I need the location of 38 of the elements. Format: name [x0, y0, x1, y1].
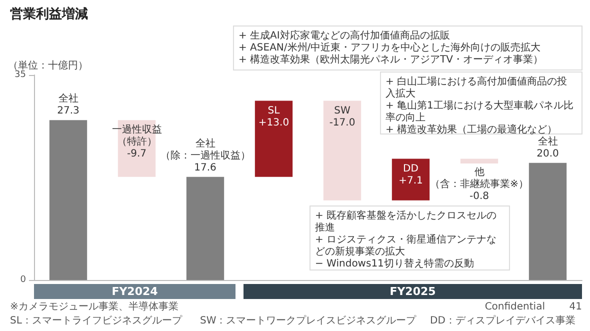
- annotation: + 白山工場における高付加価値商品の投入拡大 + 亀山第1工場における大型車載パネル比率の向上 + 構造改革効果（工場の最適化など）: [386, 76, 574, 136]
- bar: [528, 162, 567, 280]
- data-label: -9.7: [126, 148, 147, 160]
- x-tick-label: 一過性収益（特許）: [112, 124, 162, 148]
- bar: [323, 100, 362, 200]
- data-label: +7.1: [398, 175, 423, 186]
- y-tick-label: 0: [20, 275, 26, 285]
- x-tick-label: 全社（除：一過性収益）: [160, 137, 250, 162]
- text: SL：スマートライフビジネスグループ: [10, 314, 183, 326]
- bar: [254, 100, 293, 177]
- x-tick-label: 他（含：非継続事業※）: [430, 166, 528, 190]
- text: Confidential: [484, 302, 545, 312]
- y-axis-title: （単位：十億円）: [8, 60, 88, 72]
- data-label: 17.6: [194, 162, 216, 174]
- data-label: 27.3: [57, 106, 80, 117]
- bar: [460, 158, 498, 164]
- x-tick-label: DD: [403, 163, 419, 174]
- bar: [186, 176, 224, 280]
- y-tick-label: 35: [14, 70, 26, 80]
- data-label: -0.8: [469, 190, 490, 202]
- bar: [392, 158, 430, 200]
- bar: [49, 120, 88, 280]
- data-label: +13.0: [258, 117, 290, 128]
- text: ※カメラモジュール事業、半導体事業: [10, 300, 178, 312]
- x-tick-label: SW: [334, 105, 350, 116]
- text: FY2024: [112, 285, 158, 298]
- text: SW：スマートワークプレイスビジネスグループ: [200, 314, 418, 326]
- x-tick-label: SL: [268, 105, 280, 116]
- text: DD：ディスプレイデバイス事業: [430, 314, 576, 326]
- annotation: + 既存顧客基盤を活かしたクロスセルの推進 + ロジスティクス・衛星通信アンテナなどの新規事業の拡大 − Windows11切り替え特需の反動: [315, 210, 497, 270]
- text: 41: [569, 302, 582, 312]
- data-label: 20.0: [536, 148, 559, 160]
- text: FY2025: [390, 285, 436, 298]
- chart-title: 営業利益増減: [10, 6, 88, 22]
- text: + 生成AI対応家電などの高付加価値商品の拡販 + ASEAN/米州/中近東・アフリカを中心とした海外向けの販売拡大 + 構造改革効果（欧州太陽光パネル・アジアTV・オーディオ事業）: [238, 30, 544, 66]
- x-tick-label: 全社: [58, 92, 78, 105]
- x-tick-label: 全社: [538, 135, 558, 148]
- data-label: -17.0: [329, 117, 356, 128]
